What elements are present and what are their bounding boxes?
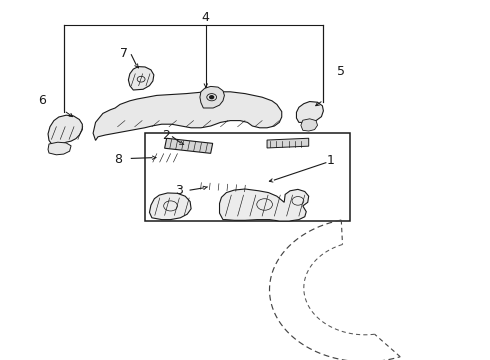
Text: 4: 4 (202, 11, 210, 24)
Text: 1: 1 (327, 154, 335, 167)
Text: 8: 8 (115, 153, 122, 166)
Polygon shape (48, 142, 71, 155)
Bar (145, 133, 350, 221)
Polygon shape (93, 92, 282, 140)
Polygon shape (48, 115, 82, 146)
Polygon shape (128, 67, 154, 90)
Text: 3: 3 (175, 184, 183, 197)
Text: 5: 5 (337, 65, 344, 78)
Polygon shape (267, 138, 309, 148)
Polygon shape (149, 193, 191, 220)
Polygon shape (301, 119, 318, 131)
Polygon shape (296, 102, 323, 122)
Polygon shape (195, 181, 251, 193)
Polygon shape (220, 189, 309, 221)
Polygon shape (200, 86, 224, 108)
Text: 6: 6 (38, 94, 46, 107)
Polygon shape (165, 138, 213, 153)
Text: 2: 2 (162, 129, 170, 141)
Text: 7: 7 (120, 47, 128, 60)
Circle shape (210, 96, 214, 99)
Polygon shape (151, 149, 176, 167)
